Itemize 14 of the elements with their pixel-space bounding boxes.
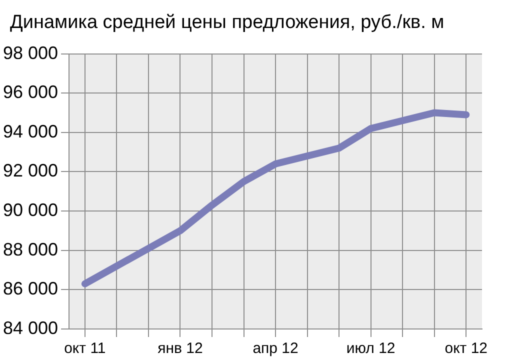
y-tick-label: 98 000 — [2, 42, 58, 63]
x-tick-label: апр 12 — [252, 340, 298, 358]
y-tick-label: 94 000 — [2, 121, 58, 142]
y-tick-label: 86 000 — [2, 278, 58, 299]
x-tick-label: окт 11 — [64, 340, 106, 358]
y-tick-label: 92 000 — [2, 160, 58, 181]
x-tick-label: июл 12 — [346, 340, 396, 358]
chart-title: Динамика средней цены предложения, руб./кв. м — [10, 12, 444, 34]
x-tick-label: окт 12 — [444, 340, 488, 358]
y-tick-label: 96 000 — [2, 82, 58, 102]
y-tick-label: 88 000 — [2, 239, 58, 260]
y-tick-label: 84 000 — [2, 318, 58, 338]
y-tick-label: 90 000 — [2, 200, 58, 220]
x-tick-label: янв 12 — [158, 340, 203, 358]
